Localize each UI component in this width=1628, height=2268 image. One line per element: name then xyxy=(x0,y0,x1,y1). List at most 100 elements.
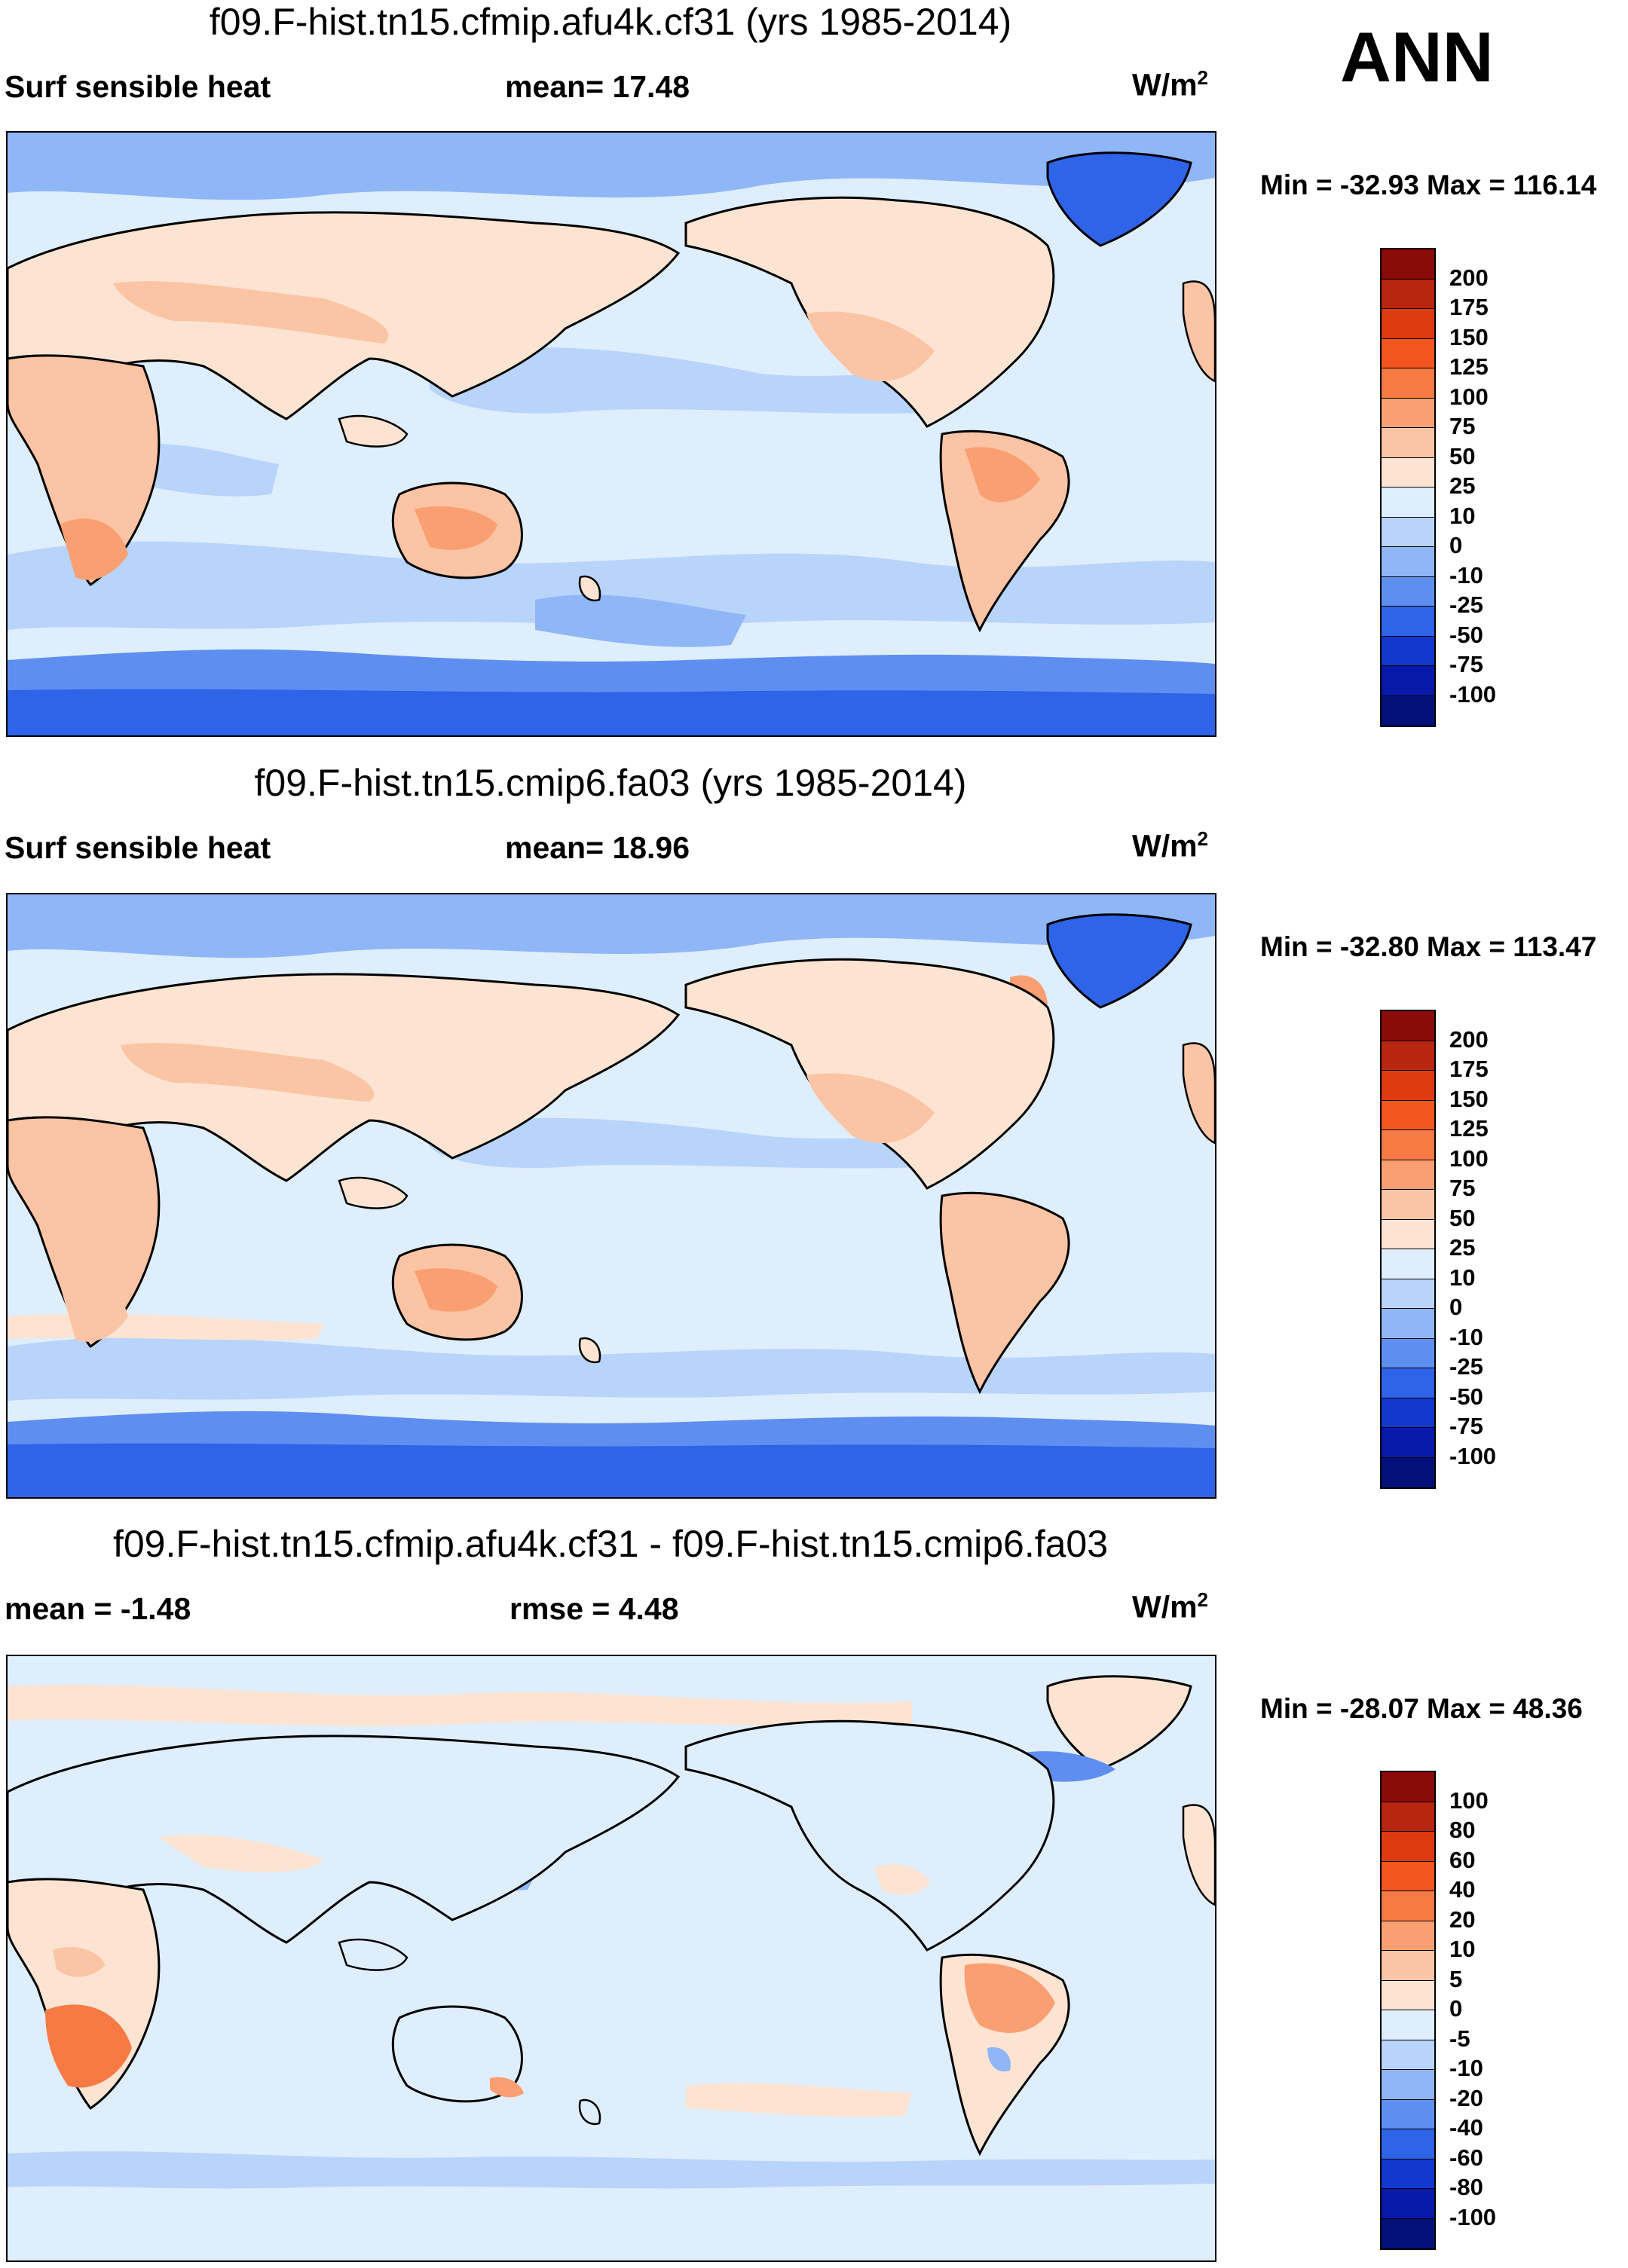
colorbar-swatch xyxy=(1382,398,1434,428)
colorbar-label: -100 xyxy=(1449,1442,1497,1469)
panel-3-title: f09.F-hist.tn15.cfmip.afu4k.cf31 - f09.F… xyxy=(112,1523,1109,1565)
colorbar-label: -10 xyxy=(1449,561,1483,588)
colorbar-swatch xyxy=(1382,1071,1434,1101)
colorbar-swatch xyxy=(1382,2129,1434,2159)
new-zealand xyxy=(578,1337,601,1364)
colorbar-swatch xyxy=(1382,547,1434,577)
panel-2-colorbar xyxy=(1380,1010,1436,1489)
colorbar-label: -75 xyxy=(1449,651,1483,677)
season-label: ANN xyxy=(1340,17,1494,96)
colorbar-label: -20 xyxy=(1449,2084,1483,2111)
colorbar-swatch xyxy=(1382,1428,1434,1458)
colorbar-label: 10 xyxy=(1449,1936,1476,1962)
colorbar-label: -25 xyxy=(1449,1353,1483,1380)
colorbar-label: 60 xyxy=(1449,1846,1476,1873)
colorbar-swatch xyxy=(1382,309,1434,339)
colorbar-label: 150 xyxy=(1449,323,1489,350)
amazon-anomaly xyxy=(964,1963,1055,2033)
panel-3-map xyxy=(6,1655,1216,2262)
colorbar-label: -25 xyxy=(1449,591,1483,618)
colorbar-label: 80 xyxy=(1449,1817,1476,1843)
colorbar-swatch xyxy=(1382,279,1434,309)
panel-3-colorbar xyxy=(1380,1771,1436,2250)
colorbar-label: -40 xyxy=(1449,2114,1483,2141)
africa xyxy=(8,1116,161,1349)
new-zealand xyxy=(578,575,601,602)
colorbar-label: -75 xyxy=(1449,1413,1483,1439)
colorbar-swatch xyxy=(1382,695,1434,726)
africa xyxy=(8,354,161,587)
panel-1-colorbar xyxy=(1380,248,1436,727)
north-america xyxy=(684,958,1055,1190)
colorbar-label: 10 xyxy=(1449,1264,1476,1291)
colorbar-label: -100 xyxy=(1449,680,1497,708)
south-america xyxy=(939,1191,1070,1395)
colorbar-swatch xyxy=(1382,1861,1434,1891)
colorbar-swatch xyxy=(1382,1130,1434,1160)
colorbar-swatch xyxy=(1382,1100,1434,1130)
colorbar-swatch xyxy=(1382,1891,1434,1921)
north-america xyxy=(684,1719,1055,1952)
colorbar-label: 0 xyxy=(1449,1995,1463,2022)
maritime-continent xyxy=(338,414,409,448)
eurasia xyxy=(8,1735,681,1944)
greenland xyxy=(1046,913,1192,1009)
colorbar-label: 100 xyxy=(1449,383,1489,410)
colorbar-label: -50 xyxy=(1449,621,1483,648)
colorbar-swatch xyxy=(1382,2218,1434,2248)
panel-2-colorbar-cells xyxy=(1382,1011,1434,1487)
colorbar-label: 175 xyxy=(1449,1056,1489,1082)
panel-1-colorbar-cells xyxy=(1382,249,1434,726)
north-america xyxy=(684,196,1055,428)
greenland xyxy=(1046,151,1192,247)
southern-africa-anomaly xyxy=(45,2004,132,2088)
colorbar-swatch xyxy=(1382,2070,1434,2100)
colorbar-swatch xyxy=(1382,249,1434,280)
colorbar-swatch xyxy=(1382,2189,1434,2219)
colorbar-label: 200 xyxy=(1449,264,1489,291)
south-pacific-warm-band xyxy=(686,2083,912,2117)
colorbar-label: 125 xyxy=(1449,1115,1489,1142)
colorbar-label: 20 xyxy=(1449,1906,1476,1933)
colorbar-label: 5 xyxy=(1449,1965,1463,1992)
colorbar-swatch xyxy=(1382,1190,1434,1220)
colorbar-swatch xyxy=(1382,1041,1434,1071)
colorbar-label: 125 xyxy=(1449,353,1489,380)
colorbar-swatch xyxy=(1382,2159,1434,2189)
panel-3-colorbar-cells xyxy=(1382,1772,1434,2248)
colorbar-label: 50 xyxy=(1449,1204,1476,1231)
colorbar-swatch xyxy=(1382,1249,1434,1279)
colorbar-label: 200 xyxy=(1449,1025,1489,1053)
colorbar-swatch xyxy=(1382,1279,1434,1309)
panel-2-units: W/m2 xyxy=(1132,827,1209,863)
colorbar-label: -100 xyxy=(1449,2203,1497,2230)
colorbar-swatch xyxy=(1382,576,1434,607)
colorbar-label: 40 xyxy=(1449,1876,1476,1903)
maritime-continent xyxy=(338,1938,409,1971)
colorbar-label: -5 xyxy=(1449,2025,1470,2052)
colorbar-swatch xyxy=(1382,1980,1434,2010)
panel-1-map xyxy=(6,131,1216,737)
colorbar-label: 25 xyxy=(1449,1234,1476,1261)
panel-3-min-max: Min = -28.07 Max = 48.36 xyxy=(1260,1693,1583,1724)
colorbar-label: 0 xyxy=(1449,1294,1463,1320)
colorbar-swatch xyxy=(1382,517,1434,547)
panel-3-rmse-label: rmse = 4.48 xyxy=(510,1591,679,1626)
colorbar-swatch xyxy=(1382,1921,1434,1951)
colorbar-label: 0 xyxy=(1449,532,1463,558)
colorbar-swatch xyxy=(1382,1011,1434,1041)
arctic-band xyxy=(8,894,1215,958)
maritime-continent xyxy=(338,1176,409,1209)
colorbar-swatch xyxy=(1382,1309,1434,1339)
colorbar-label: 75 xyxy=(1449,413,1476,439)
west-africa-edge xyxy=(1182,280,1215,383)
colorbar-swatch xyxy=(1382,2010,1434,2040)
colorbar-label: 75 xyxy=(1449,1175,1476,1201)
panel-1-units: W/m2 xyxy=(1132,66,1209,102)
panel-3-mean-label: mean = -1.48 xyxy=(5,1591,191,1626)
colorbar-label: 100 xyxy=(1449,1787,1489,1814)
north-pacific-band xyxy=(430,347,950,414)
colorbar-swatch xyxy=(1382,1802,1434,1832)
colorbar-swatch xyxy=(1382,1772,1434,1802)
colorbar-swatch xyxy=(1382,607,1434,637)
